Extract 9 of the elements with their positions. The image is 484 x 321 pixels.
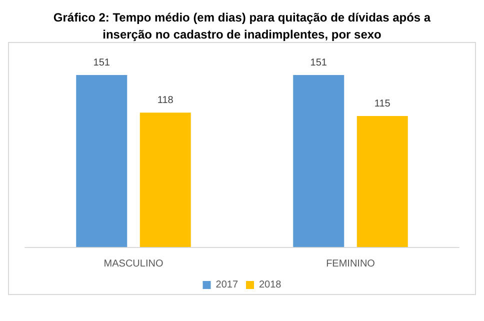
data-label: 151 [310, 58, 328, 69]
x-tick-label: FEMININO [326, 258, 376, 270]
legend-label: 2017 [216, 280, 238, 290]
data-label: 118 [157, 95, 174, 106]
x-tick-label: MASCULINO [104, 258, 164, 270]
legend-label: 2018 [259, 280, 282, 290]
data-label: 151 [93, 58, 110, 69]
chart-title: Gráfico 2: Tempo médio (em dias) para quitação de dívidas após a inserção no cadastro de inadimplentes, por sexo [53, 10, 431, 42]
data-label: 115 [374, 98, 391, 110]
